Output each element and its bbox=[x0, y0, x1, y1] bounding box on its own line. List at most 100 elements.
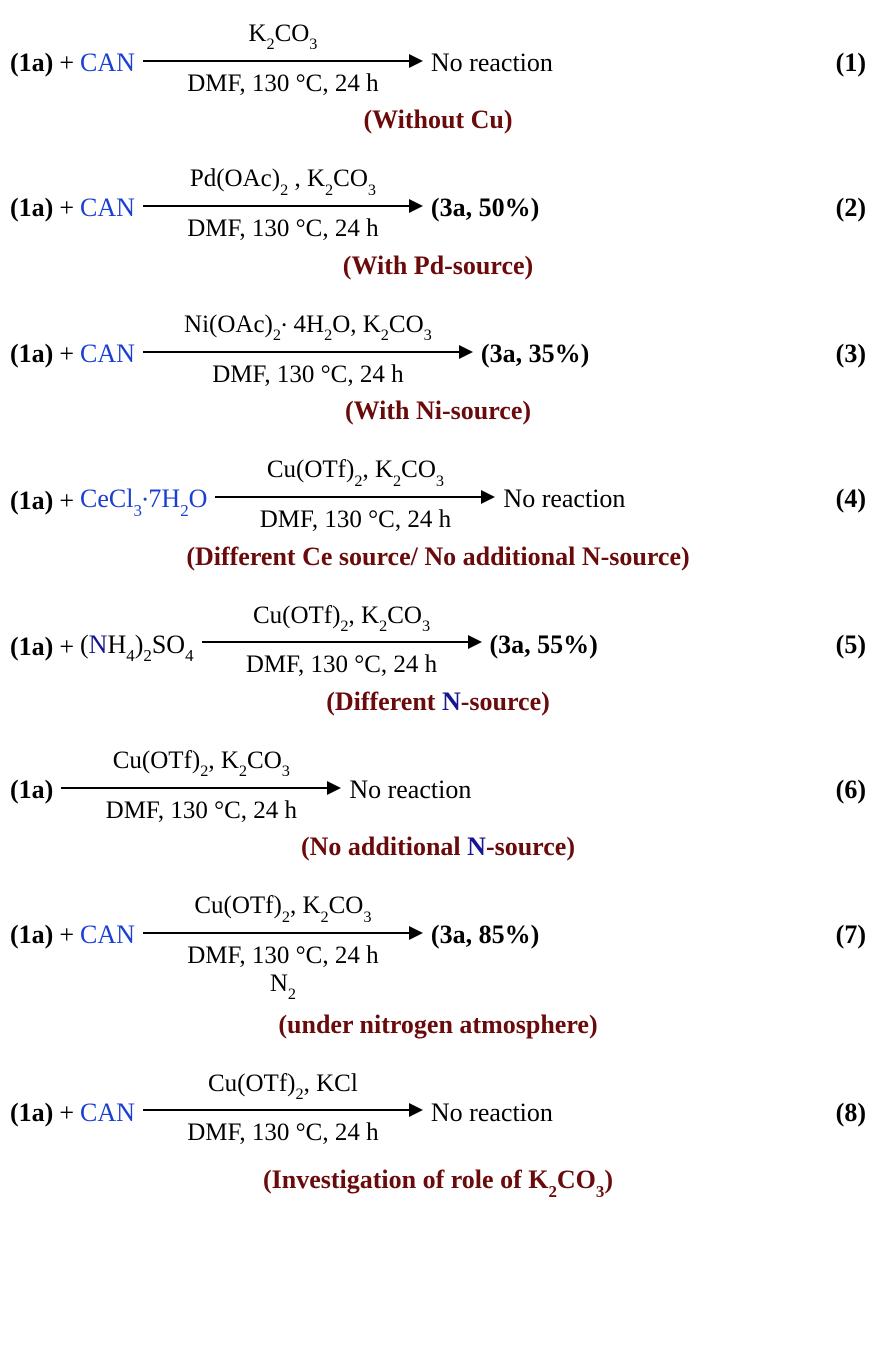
arrow-below-text: DMF, 130 °C, 24 h bbox=[187, 942, 378, 970]
reaction-arrow: Cu(OTf)2, KCl DMF, 130 °C, 24 h bbox=[143, 1070, 423, 1147]
product: (3a, 50%) bbox=[431, 165, 539, 223]
product: No reaction bbox=[349, 747, 471, 805]
reaction-note: (Without Cu) bbox=[10, 105, 866, 135]
arrow-below-text: DMF, 130 °C, 24 h bbox=[246, 651, 437, 679]
reaction-arrow: Cu(OTf)2, K2CO3 DMF, 130 °C, 24 h bbox=[202, 602, 482, 679]
reactant-token: (1a) bbox=[10, 339, 53, 369]
reactants: (1a)+CAN bbox=[10, 20, 135, 78]
note-part: -source) bbox=[486, 832, 575, 861]
reactant-token: CAN bbox=[80, 920, 135, 950]
arrow-below-text: DMF, 130 °C, 24 h bbox=[187, 1119, 378, 1147]
reactants: (1a)+(NH4)2SO4 bbox=[10, 602, 194, 664]
arrow-below-text: DMF, 130 °C, 24 h bbox=[212, 361, 403, 389]
reaction-row-3: (1a)+CAN Ni(OAc)2. 4H2O, K2CO3 DMF, 130 °C… bbox=[10, 311, 866, 388]
equation-number: (7) bbox=[836, 920, 866, 950]
reactant-token: CAN bbox=[80, 1098, 135, 1128]
reactant-token: (1a) bbox=[10, 775, 53, 805]
n-highlight: N bbox=[89, 630, 108, 659]
equation-number: (1) bbox=[836, 48, 866, 78]
equation-number: (2) bbox=[836, 193, 866, 223]
arrow-above-text: Cu(OTf)2, KCl bbox=[208, 1070, 358, 1102]
reaction-note: (Different N-source) bbox=[10, 687, 866, 717]
arrow-line bbox=[143, 199, 423, 213]
plus-sign: + bbox=[59, 1098, 74, 1128]
reaction-row-5: (1a)+(NH4)2SO4 Cu(OTf)2, K2CO3 DMF, 130 °C… bbox=[10, 602, 866, 679]
arrow-line bbox=[143, 1103, 423, 1117]
product: (3a, 85%) bbox=[431, 892, 539, 950]
plus-sign: + bbox=[59, 920, 74, 950]
reactant-token: (1a) bbox=[10, 632, 53, 662]
arrow-above-text: Cu(OTf)2, K2CO3 bbox=[194, 892, 371, 924]
arrow-above-text: Cu(OTf)2, K2CO3 bbox=[253, 602, 430, 634]
reactants: (1a)+CAN bbox=[10, 892, 135, 950]
reaction-row-2: (1a)+CAN Pd(OAc)2 , K2CO3 DMF, 130 °C, 24 … bbox=[10, 165, 866, 242]
reactants: (1a)+CAN bbox=[10, 1070, 135, 1128]
reaction-scheme: (1a)+CANK2CO3DMF, 130 °C, 24 hNo reactio… bbox=[10, 20, 866, 1199]
note-part: (Different bbox=[326, 687, 442, 716]
arrow-below-text: DMF, 130 °C, 24 h bbox=[260, 506, 451, 534]
note-part: (With Ni-source) bbox=[345, 396, 531, 425]
reactant-token: (1a) bbox=[10, 193, 53, 223]
arrow-line bbox=[143, 54, 423, 68]
reaction-row-8: (1a)+CAN Cu(OTf)2, KCl DMF, 130 °C, 24 h No… bbox=[10, 1070, 866, 1147]
arrow-below-text: DMF, 130 °C, 24 h bbox=[106, 797, 297, 825]
reaction-note: (With Pd-source) bbox=[10, 251, 866, 281]
arrow-line bbox=[215, 490, 495, 504]
note-part: (Different Ce source/ No additional N-so… bbox=[186, 542, 689, 571]
equation-number: (4) bbox=[836, 484, 866, 514]
reaction-note: (under nitrogen atmosphere) bbox=[10, 1010, 866, 1040]
reaction-row-6: (1a) Cu(OTf)2, K2CO3 DMF, 130 °C, 24 h No r… bbox=[10, 747, 866, 824]
arrow-below-text: DMF, 130 °C, 24 h bbox=[187, 70, 378, 98]
equation-number: (5) bbox=[836, 630, 866, 660]
reaction-arrow: Cu(OTf)2, K2CO3 DMF, 130 °C, 24 h bbox=[61, 747, 341, 824]
arrow-line bbox=[61, 781, 341, 795]
note-part: (No additional bbox=[301, 832, 467, 861]
reactants: (1a)+CAN bbox=[10, 165, 135, 223]
reaction-arrow: Cu(OTf)2, K2CO3 DMF, 130 °C, 24 hN2 bbox=[143, 892, 423, 1001]
plus-sign: + bbox=[59, 193, 74, 223]
note-part: (With Pd-source) bbox=[343, 251, 533, 280]
reaction-row-1: (1a)+CAN K2CO3 DMF, 130 °C, 24 h No reactio… bbox=[10, 20, 866, 97]
reaction-note: (Investigation of role of K2CO3) bbox=[10, 1165, 866, 1199]
plus-sign: + bbox=[59, 632, 74, 662]
arrow-above-text: Ni(OAc)2. 4H2O, K2CO3 bbox=[184, 311, 432, 343]
reactant-token: (1a) bbox=[10, 920, 53, 950]
arrow-above-text: Cu(OTf)2, K2CO3 bbox=[113, 747, 290, 779]
arrow-below-text-2: N2 bbox=[270, 970, 296, 1002]
equation-number: (8) bbox=[836, 1098, 866, 1128]
reaction-arrow: Cu(OTf)2, K2CO3DMF, 130 °C, 24 h bbox=[215, 456, 495, 533]
plus-sign: + bbox=[59, 339, 74, 369]
arrow-line bbox=[143, 345, 473, 359]
reactant-token: CAN bbox=[80, 339, 135, 369]
reaction-row-4: (1a)+CeCl3.7H2OCu(OTf)2, K2CO3DMF, 130 °… bbox=[10, 456, 866, 533]
note-part: N bbox=[442, 687, 461, 716]
reaction-arrow: K2CO3 DMF, 130 °C, 24 h bbox=[143, 20, 423, 97]
reactant-token: (1a) bbox=[10, 48, 53, 78]
note-part: N bbox=[467, 832, 486, 861]
reaction-note: (Different Ce source/ No additional N-so… bbox=[10, 542, 866, 572]
product: (3a, 55%) bbox=[490, 602, 598, 660]
product: No reaction bbox=[431, 1070, 553, 1128]
product: (3a, 35%) bbox=[481, 311, 589, 369]
arrow-below-text: DMF, 130 °C, 24 h bbox=[187, 215, 378, 243]
plus-sign: + bbox=[59, 48, 74, 78]
reactant-token: (1a) bbox=[10, 486, 53, 516]
reactant-token: CeCl3.7H2O bbox=[80, 484, 207, 518]
note-part: (under nitrogen atmosphere) bbox=[278, 1010, 597, 1039]
reactant-token: CAN bbox=[80, 48, 135, 78]
reaction-row-7: (1a)+CAN Cu(OTf)2, K2CO3 DMF, 130 °C, 24 h… bbox=[10, 892, 866, 1001]
note-part: -source) bbox=[461, 687, 550, 716]
reaction-arrow: Pd(OAc)2 , K2CO3 DMF, 130 °C, 24 h bbox=[143, 165, 423, 242]
arrow-line bbox=[143, 926, 423, 940]
arrow-line bbox=[202, 635, 482, 649]
product: No reaction bbox=[431, 20, 553, 78]
arrow-above-text: K2CO3 bbox=[248, 20, 317, 52]
note-part: (Without Cu) bbox=[363, 105, 512, 134]
equation-number: (3) bbox=[836, 339, 866, 369]
note-part: (Investigation of role of K2CO3) bbox=[263, 1165, 613, 1194]
reactants: (1a)+CeCl3.7H2O bbox=[10, 456, 207, 518]
reactants: (1a) bbox=[10, 747, 53, 805]
plus-sign: + bbox=[59, 486, 74, 516]
arrow-above-text: Pd(OAc)2 , K2CO3 bbox=[190, 165, 376, 197]
reaction-note: (No additional N-source) bbox=[10, 832, 866, 862]
